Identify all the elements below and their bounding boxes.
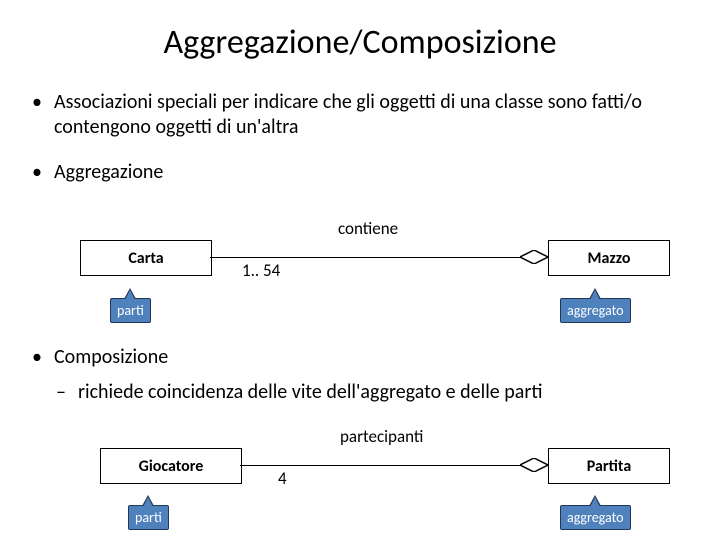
callout-aggregato-agg-label: aggregato bbox=[567, 302, 624, 319]
aggregation-assoc-label: contiene bbox=[338, 218, 398, 239]
bullet-3-text: Composizione bbox=[54, 345, 694, 370]
callout-parti-agg-label: parti bbox=[117, 302, 144, 319]
bullet-dot-icon: • bbox=[32, 160, 42, 185]
bullet-dot-icon: • bbox=[32, 90, 42, 115]
slide-title: Aggregazione/Composizione bbox=[0, 22, 720, 63]
bullet-1: • Associazioni speciali per indicare che… bbox=[36, 90, 694, 140]
bullet-2-text: Aggregazione bbox=[54, 160, 694, 185]
bullet-dash-icon: – bbox=[56, 380, 66, 404]
composition-diamond-icon bbox=[520, 458, 542, 472]
uml-class-mazzo-label: Mazzo bbox=[588, 249, 631, 268]
bullet-2: • Aggregazione bbox=[36, 160, 694, 185]
callout-parti-comp: parti bbox=[128, 505, 169, 530]
bullet-3: • Composizione bbox=[36, 345, 694, 370]
uml-class-partita-label: Partita bbox=[587, 457, 631, 476]
callout-aggregato-comp: aggregato bbox=[560, 505, 631, 530]
callout-parti-agg: parti bbox=[110, 298, 151, 323]
uml-class-giocatore-label: Giocatore bbox=[139, 457, 204, 476]
callout-parti-comp-label: parti bbox=[135, 509, 162, 526]
bullet-3-sub: – richiede coincidenza delle vite dell'a… bbox=[60, 380, 698, 404]
uml-class-partita: Partita bbox=[548, 448, 670, 484]
bullet-dot-icon: • bbox=[32, 345, 42, 370]
uml-class-carta-label: Carta bbox=[128, 249, 163, 268]
composition-assoc-label: partecipanti bbox=[340, 426, 423, 447]
bullet-1-text: Associazioni speciali per indicare che g… bbox=[54, 90, 694, 140]
bullet-3-sub-text: richiede coincidenza delle vite dell'agg… bbox=[78, 380, 698, 404]
composition-line bbox=[240, 465, 520, 466]
aggregation-multiplicity: 1.. 54 bbox=[242, 260, 280, 281]
uml-class-mazzo: Mazzo bbox=[548, 240, 670, 276]
callout-aggregato-agg: aggregato bbox=[560, 298, 631, 323]
uml-class-giocatore: Giocatore bbox=[100, 448, 242, 484]
aggregation-diamond-icon bbox=[520, 250, 542, 264]
aggregation-line bbox=[210, 257, 520, 258]
slide-root: Aggregazione/Composizione • Associazioni… bbox=[0, 0, 720, 540]
composition-multiplicity: 4 bbox=[278, 468, 287, 489]
uml-class-carta: Carta bbox=[80, 240, 212, 276]
callout-aggregato-comp-label: aggregato bbox=[567, 509, 624, 526]
